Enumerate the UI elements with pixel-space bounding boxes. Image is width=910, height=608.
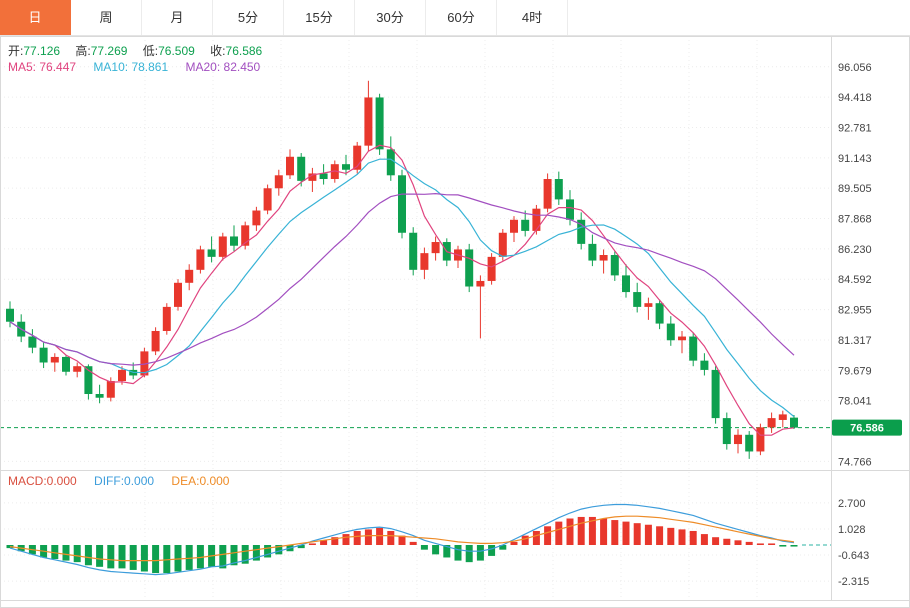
tab-daily[interactable]: 日 (0, 0, 71, 35)
tab-weekly[interactable]: 周 (71, 0, 142, 35)
ohlc-info: 开:77.126 高:77.269 低:76.509 收:76.586 (8, 42, 274, 59)
close-label: 收: (210, 44, 226, 58)
tab-4hour[interactable]: 4时 (497, 0, 568, 35)
diff-value: 0.000 (124, 474, 155, 488)
ma10-value: 78.861 (131, 60, 169, 74)
chart-area: 96.056 94.418 92.781 91.143 89.505 87.868 86.2… (0, 36, 910, 608)
dea-label: DEA: (171, 474, 200, 488)
svg-text:76.586: 76.586 (850, 423, 884, 435)
high-value: 77.269 (90, 44, 128, 58)
svg-text:2.700: 2.700 (838, 498, 866, 510)
ma10-line (9, 158, 795, 418)
macd-histogram (6, 516, 798, 574)
tab-5min[interactable]: 5分 (213, 0, 284, 35)
svg-text:-0.643: -0.643 (838, 550, 869, 562)
svg-text:-2.315: -2.315 (838, 576, 869, 588)
ma-info: MA5: 76.447 MA10: 78.861 MA20: 82.450 (8, 60, 274, 74)
current-price-badge: 76.586 (832, 419, 902, 436)
tab-15min[interactable]: 15分 (284, 0, 355, 35)
high-label: 高: (75, 44, 91, 58)
timeframe-tabbar: 日周月 5分 15分 30分 60分 4时 (0, 0, 910, 36)
ma20-label: MA20: (185, 60, 221, 74)
macd-value: 0.000 (46, 474, 77, 488)
macd-info: MACD:0.000 DIFF:0.000 DEA:0.000 (8, 474, 243, 488)
svg-text:74.766: 74.766 (838, 456, 872, 468)
ma5-value: 76.447 (39, 60, 77, 74)
ma5-line (9, 144, 795, 436)
svg-text:84.592: 84.592 (838, 274, 872, 286)
svg-text:1.028: 1.028 (838, 524, 866, 536)
diff-line (9, 503, 795, 576)
ma10-label: MA10: (93, 60, 129, 74)
dea-line (9, 515, 795, 562)
open-label: 开: (8, 44, 24, 58)
macd-axis-labels: 2.700 1.028 -0.643 -2.315 (838, 498, 869, 588)
tab-monthly[interactable]: 月 (142, 0, 213, 35)
svg-text:89.505: 89.505 (838, 183, 872, 195)
dea-value: 0.000 (199, 474, 230, 488)
chart-borders (0, 36, 910, 608)
svg-text:96.056: 96.056 (838, 62, 872, 74)
svg-text:82.955: 82.955 (838, 305, 872, 317)
macd-label: MACD: (8, 474, 47, 488)
candles (6, 80, 798, 459)
svg-text:92.781: 92.781 (838, 122, 872, 134)
svg-text:91.143: 91.143 (838, 153, 872, 165)
ma5-label: MA5: (8, 60, 37, 74)
low-label: 低: (142, 44, 159, 58)
tab-30min[interactable]: 30分 (355, 0, 426, 35)
svg-text:78.041: 78.041 (838, 396, 872, 408)
gridlines (0, 36, 831, 600)
price-axis-labels: 96.056 94.418 92.781 91.143 89.505 87.868 86.2… (838, 62, 872, 469)
ma20-value: 82.450 (223, 60, 261, 74)
svg-text:86.230: 86.230 (838, 244, 872, 256)
svg-text:79.679: 79.679 (838, 365, 872, 377)
svg-text:81.317: 81.317 (838, 335, 872, 347)
ma20-line (9, 192, 795, 366)
candlestick-chart[interactable]: 96.056 94.418 92.781 91.143 89.505 87.868 86.2… (0, 36, 910, 608)
svg-text:94.418: 94.418 (838, 92, 872, 104)
low-value: 76.509 (158, 44, 195, 58)
diff-label: DIFF: (94, 474, 125, 488)
svg-text:87.868: 87.868 (838, 214, 872, 226)
tab-60min[interactable]: 60分 (426, 0, 497, 35)
open-value: 77.126 (23, 44, 61, 58)
close-value: 76.586 (225, 44, 263, 58)
